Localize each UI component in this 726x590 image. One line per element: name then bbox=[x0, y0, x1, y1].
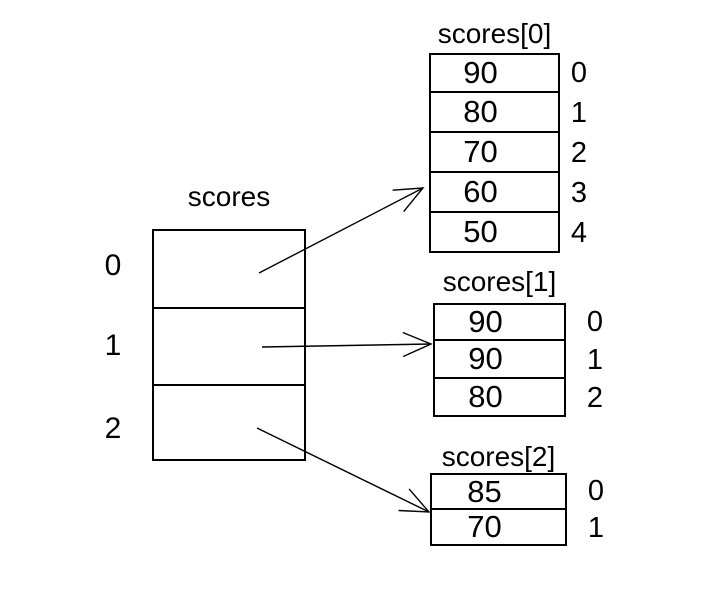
subarray-0-value-3: 60 bbox=[431, 173, 558, 213]
subarray-1-index-1: 1 bbox=[586, 343, 604, 376]
subarray-1-title: scores[1] bbox=[442, 266, 557, 297]
subarray-0-value-4: 50 bbox=[463, 214, 498, 249]
main-array-cell-2 bbox=[154, 386, 304, 459]
main-array-cell-1 bbox=[154, 309, 304, 386]
subarray-2-index-0: 0 bbox=[587, 475, 605, 507]
main-array-cell-0 bbox=[154, 231, 304, 309]
subarray-0-value-1: 80 bbox=[431, 93, 558, 133]
subarray-0-index-column: 0 1 2 3 4 bbox=[559, 53, 599, 253]
subarray-0-table: 90 80 70 60 50 bbox=[429, 53, 560, 253]
subarray-2-title: scores[2] bbox=[441, 441, 556, 472]
main-array-index-2: 2 bbox=[104, 412, 122, 445]
subarray-0-index-2: 2 bbox=[570, 136, 588, 169]
arrow-cell2-to-scores2 bbox=[256, 427, 431, 513]
main-array-box bbox=[152, 229, 306, 461]
subarray-1-index-column: 0 1 2 bbox=[575, 303, 615, 417]
subarray-1-value-1: 90 bbox=[435, 341, 564, 379]
subarray-2-index-column: 0 1 bbox=[576, 473, 616, 547]
subarray-1-index-2: 2 bbox=[586, 381, 604, 414]
subarray-0-index-1: 1 bbox=[570, 96, 588, 129]
subarray-0-value-0: 90 bbox=[431, 55, 558, 93]
subarray-2-index-1: 1 bbox=[587, 512, 605, 544]
subarray-0-title: scores[0] bbox=[437, 18, 552, 49]
subarray-1-table: 90 90 80 bbox=[433, 303, 566, 417]
arrow-cell1-to-scores1 bbox=[261, 331, 433, 358]
arrow-cell0-to-scores0 bbox=[258, 187, 425, 274]
subarray-2-value-0: 85 bbox=[432, 474, 565, 510]
subarray-1-value-2: 80 bbox=[468, 379, 503, 414]
subarray-1-index-0: 0 bbox=[586, 305, 604, 338]
subarray-0-index-4: 4 bbox=[570, 216, 588, 249]
subarray-0-index-0: 0 bbox=[570, 56, 588, 89]
main-array-index-0: 0 bbox=[104, 249, 122, 282]
subarray-0-value-2: 70 bbox=[431, 133, 558, 173]
subarray-2-value-1: 70 bbox=[467, 509, 502, 544]
main-array-index-1: 1 bbox=[104, 329, 122, 362]
subarray-1-value-0: 90 bbox=[435, 304, 564, 341]
main-array-title: scores bbox=[187, 181, 271, 212]
subarray-0-index-3: 3 bbox=[570, 176, 588, 209]
subarray-2-table: 85 70 bbox=[430, 473, 567, 546]
